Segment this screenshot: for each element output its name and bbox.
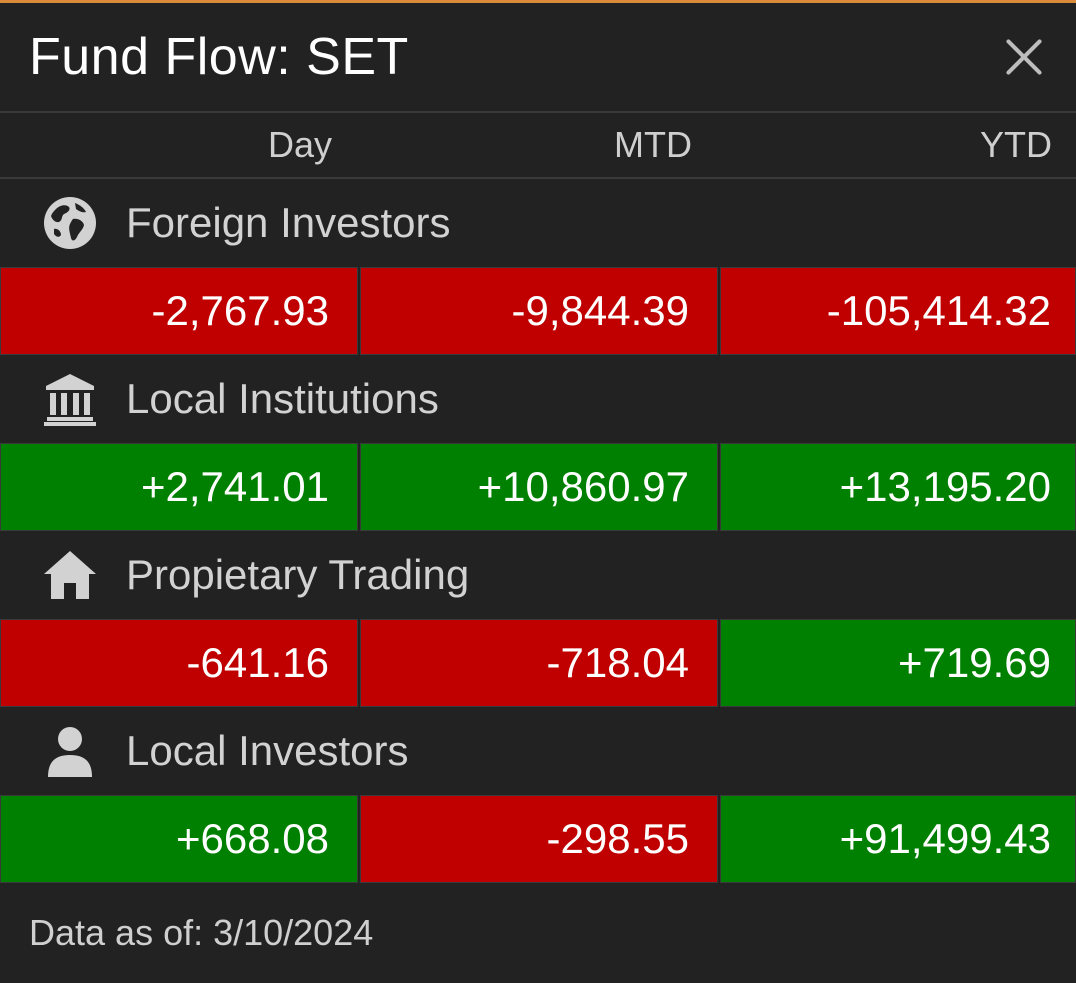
values-row-propietary-trading: -641.16 -718.04 +719.69 [0, 619, 1076, 707]
category-label: Foreign Investors [126, 199, 451, 246]
value-day: -641.16 [0, 619, 358, 707]
value-mtd: -9,844.39 [360, 267, 718, 355]
globe-icon [42, 195, 98, 251]
value-ytd: -105,414.32 [720, 267, 1076, 355]
value-ytd: +91,499.43 [720, 795, 1076, 883]
data-as-of: Data as of: 3/10/2024 [29, 912, 374, 953]
value-day: +2,741.01 [0, 443, 358, 531]
panel-header: Fund Flow: SET [0, 3, 1076, 113]
category-local-investors: Local Investors [0, 707, 1076, 795]
category-propietary-trading: Propietary Trading [0, 531, 1076, 619]
values-row-local-institutions: +2,741.01 +10,860.97 +13,195.20 [0, 443, 1076, 531]
category-local-institutions: Local Institutions [0, 355, 1076, 443]
panel-title: Fund Flow: SET [29, 28, 409, 86]
value-mtd: +10,860.97 [360, 443, 718, 531]
person-icon [42, 723, 98, 779]
value-day: -2,767.93 [0, 267, 358, 355]
category-label: Propietary Trading [126, 551, 470, 598]
value-day: +668.08 [0, 795, 358, 883]
category-foreign-investors: Foreign Investors [0, 179, 1076, 267]
value-mtd: -718.04 [360, 619, 718, 707]
column-header-mtd: MTD [614, 124, 692, 165]
column-header-day: Day [267, 124, 332, 165]
values-row-local-investors: +668.08 -298.55 +91,499.43 [0, 795, 1076, 883]
values-row-foreign-investors: -2,767.93 -9,844.39 -105,414.32 [0, 267, 1076, 355]
category-label: Local Institutions [126, 375, 439, 422]
value-mtd: -298.55 [360, 795, 718, 883]
value-ytd: +13,195.20 [720, 443, 1076, 531]
column-headers: Day MTD YTD [0, 113, 1076, 179]
category-label: Local Investors [126, 727, 409, 774]
close-icon[interactable] [1002, 35, 1046, 79]
bank-icon [42, 371, 98, 427]
value-ytd: +719.69 [720, 619, 1076, 707]
house-icon [42, 547, 98, 603]
column-header-ytd: YTD [980, 124, 1052, 165]
